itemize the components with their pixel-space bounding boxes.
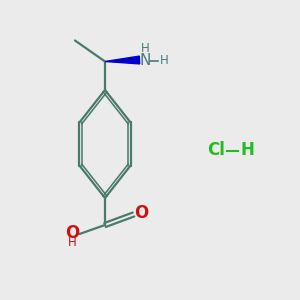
Text: N: N [139,52,151,68]
Text: O: O [65,224,79,242]
Text: H: H [241,141,254,159]
Text: H: H [140,42,149,55]
Polygon shape [105,56,140,64]
Text: H: H [160,54,169,68]
Text: O: O [134,204,148,222]
Text: Cl: Cl [207,141,225,159]
Text: H: H [68,236,76,250]
